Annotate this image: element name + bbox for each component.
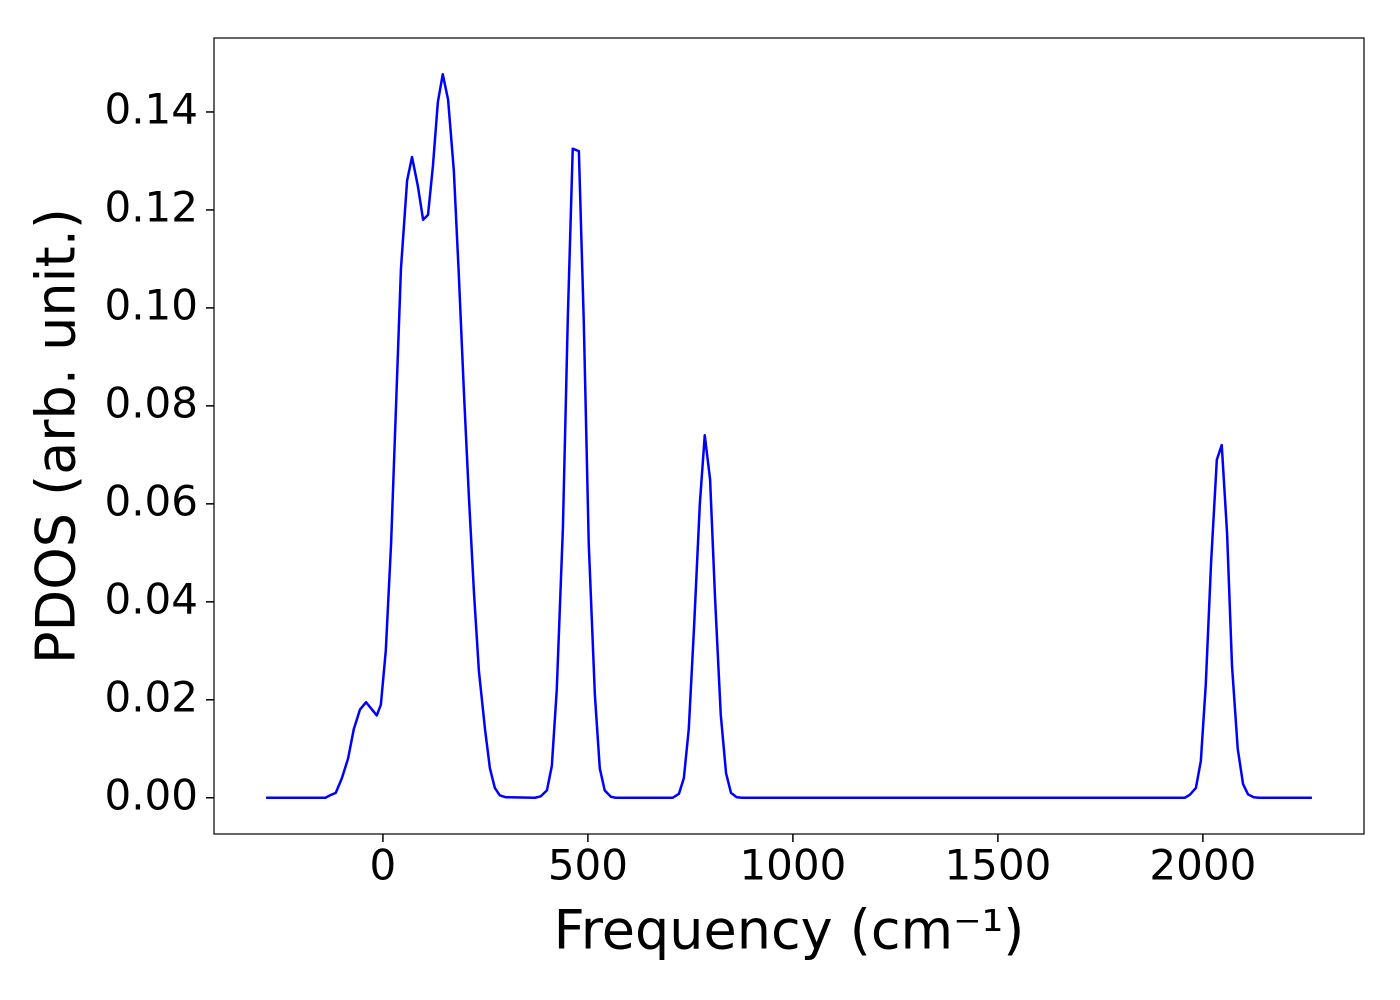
plot-frame — [213, 37, 1365, 835]
y-axis-label: PDOS (arb. unit.) — [25, 208, 88, 664]
x-tick-label: 0 — [370, 841, 397, 890]
data-line — [266, 73, 1312, 799]
y-tick-label: 0.12 — [104, 182, 198, 231]
y-tick-label: 0.14 — [104, 84, 198, 133]
y-tick-label: 0.00 — [104, 770, 198, 819]
y-tick-label: 0.08 — [104, 378, 198, 427]
x-tick-label: 2000 — [1149, 841, 1256, 890]
x-tick-label: 1000 — [739, 841, 846, 890]
x-tick-label: 1500 — [944, 841, 1051, 890]
x-axis-label: Frequency (cm⁻¹) — [554, 899, 1025, 962]
y-tick-label: 0.10 — [104, 280, 198, 329]
x-tick-label: 500 — [548, 841, 628, 890]
y-tick-label: 0.02 — [104, 672, 198, 721]
y-tick-label: 0.04 — [104, 574, 198, 623]
y-tick-label: 0.06 — [104, 476, 198, 525]
